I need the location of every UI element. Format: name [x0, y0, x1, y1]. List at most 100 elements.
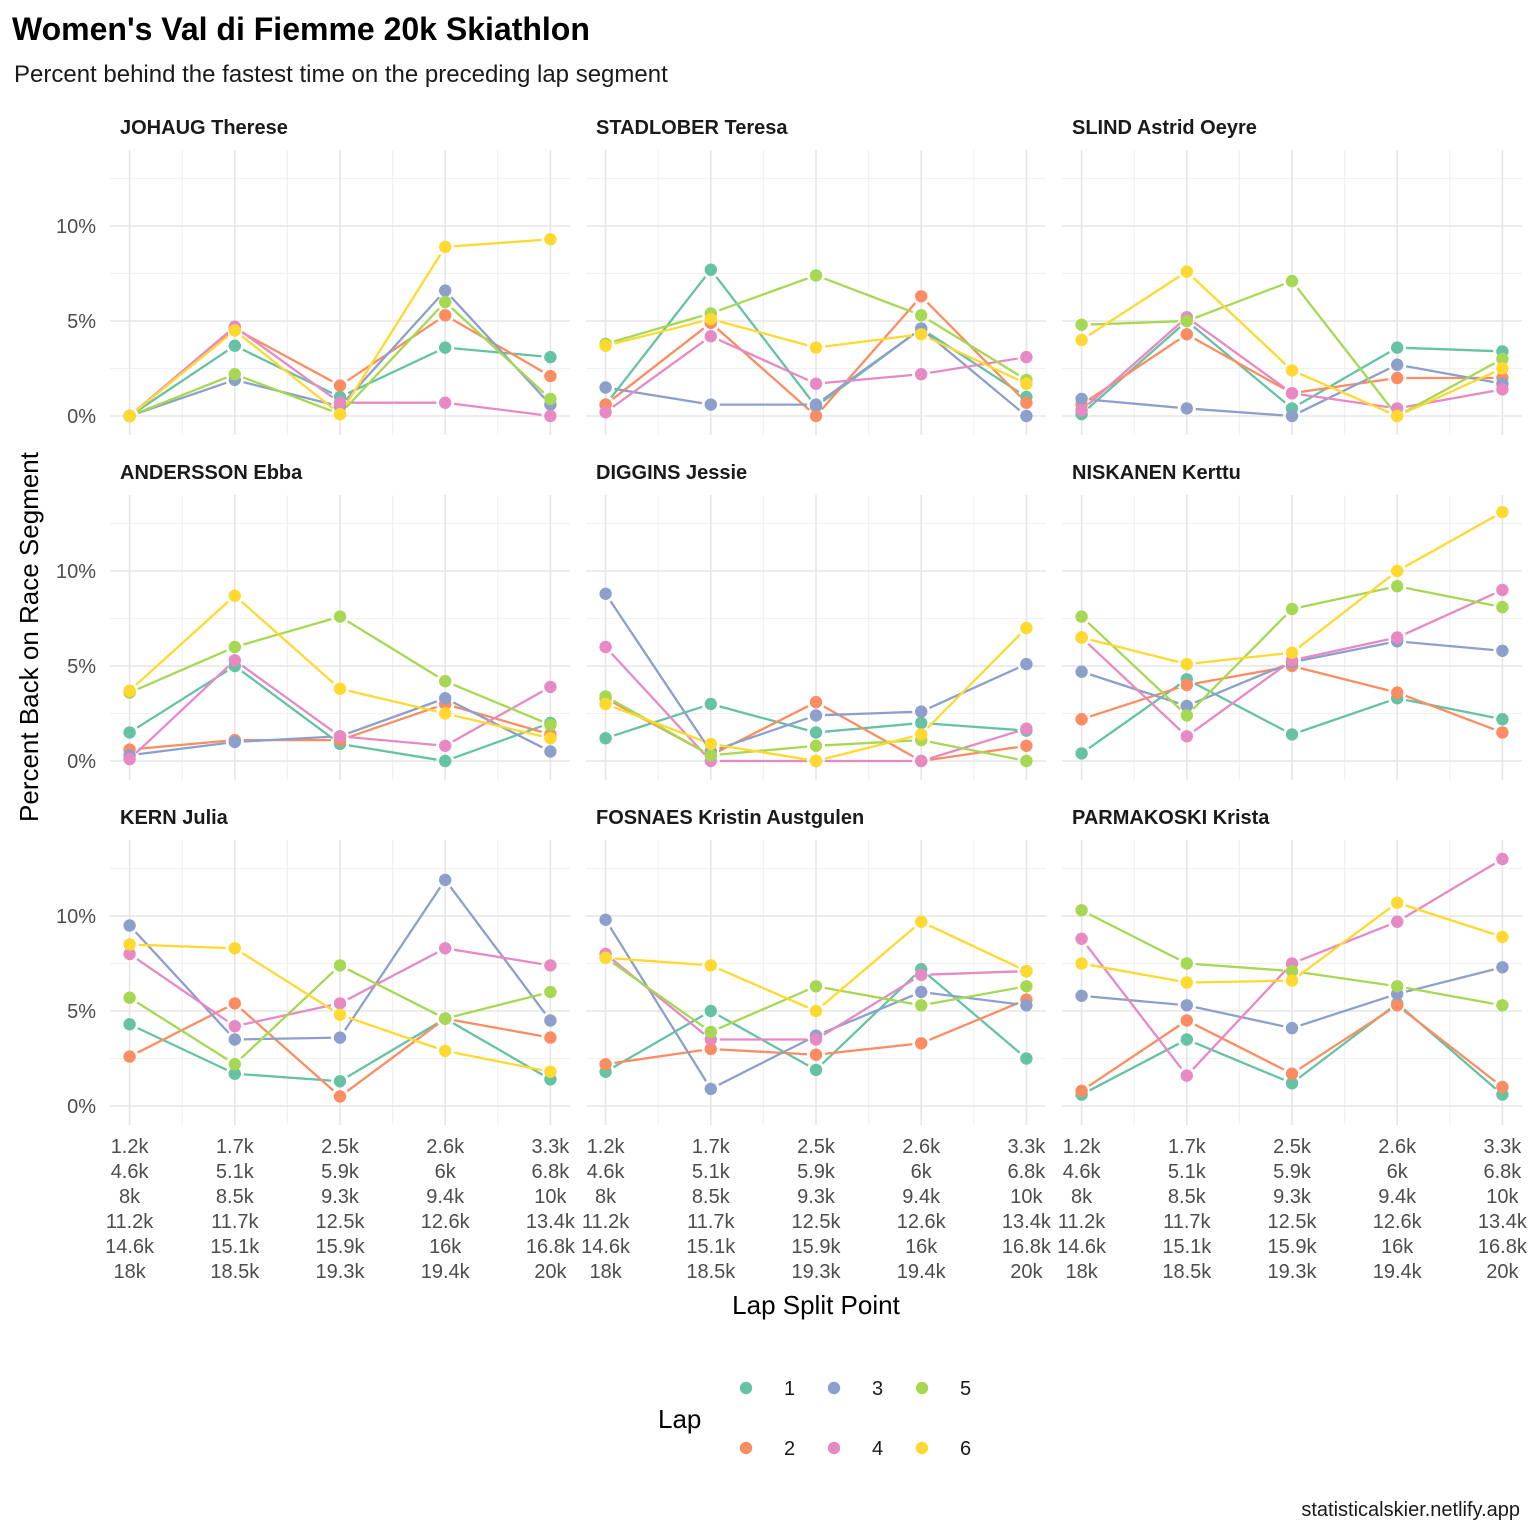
- series-line-segment: [929, 745, 1018, 761]
- data-point: [915, 754, 928, 768]
- series-line-segment: [824, 722, 913, 733]
- x-tick-label-line: 12.5k: [316, 1211, 366, 1233]
- data-point: [1391, 358, 1404, 371]
- legend-key: [827, 1441, 841, 1455]
- x-tick-label-line: 1.2k: [111, 1136, 150, 1158]
- data-point: [333, 407, 347, 421]
- x-tick-label-line: 19.3k: [1268, 1261, 1318, 1283]
- series-line-segment: [1194, 1023, 1285, 1071]
- data-point: [1075, 631, 1088, 644]
- series-line-segment: [1300, 700, 1390, 733]
- data-point: [544, 680, 557, 694]
- data-point: [333, 610, 347, 623]
- series-line-segment: [928, 332, 1020, 394]
- series-line-segment: [243, 1073, 332, 1082]
- series-line-segment: [1405, 904, 1495, 936]
- x-tick-label-line: 5.9k: [797, 1161, 836, 1183]
- data-point: [123, 947, 136, 961]
- data-point: [123, 991, 136, 1004]
- series-line-segment: [348, 705, 438, 739]
- data-point: [544, 369, 557, 383]
- series-line-segment: [822, 926, 916, 1007]
- series-line-segment: [137, 376, 227, 414]
- x-tick-label-line: 18.5k: [210, 1261, 260, 1283]
- x-tick-label-line: 14.6k: [1057, 1236, 1107, 1258]
- series-line-segment: [1405, 586, 1494, 607]
- x-tick-label: 2.6k 6k 9.4k 12.6k 16k 19.4k: [1373, 1136, 1423, 1283]
- y-tick-label: 5%: [67, 656, 96, 678]
- series-line-segment: [930, 722, 1018, 732]
- series-line-segment: [137, 381, 227, 415]
- series-line-segment: [1300, 638, 1389, 660]
- series-line-segment: [1192, 276, 1287, 366]
- data-point: [1180, 699, 1193, 713]
- series-line-segment: [1300, 995, 1389, 1027]
- series-line-segment: [138, 741, 227, 756]
- series-line-segment: [609, 926, 708, 1082]
- series-line-segment: [1192, 614, 1287, 710]
- x-tick-label-line: 5.1k: [692, 1161, 731, 1183]
- data-point: [809, 1033, 823, 1046]
- x-tick-label-line: 11.2k: [582, 1211, 630, 1233]
- legend-item: 3: [827, 1378, 883, 1400]
- data-point: [1180, 314, 1193, 328]
- data-point: [1496, 999, 1509, 1012]
- series-line-segment: [1192, 969, 1287, 1070]
- y-tick-label: 0%: [67, 751, 96, 773]
- data-point: [704, 263, 717, 276]
- series-line-segment: [929, 357, 1018, 374]
- data-point: [439, 675, 452, 688]
- series-line-segment: [453, 402, 542, 417]
- series-line-segment: [1087, 326, 1181, 409]
- x-tick-label-line: 10k: [1486, 1186, 1519, 1208]
- legend-label: 6: [960, 1438, 971, 1460]
- facet-panel: JOHAUG Therese 0% 5% 10%: [56, 117, 570, 435]
- facet-panel: FOSNAES Kristin Austgulen 1.2k 4.6k 8k 11.2k…: [581, 807, 1052, 1283]
- series-line-segment: [451, 307, 545, 394]
- data-point: [439, 692, 452, 705]
- series-line-segment: [346, 319, 439, 382]
- data-point: [439, 754, 452, 768]
- data-point: [439, 396, 452, 409]
- data-point: [123, 1018, 136, 1031]
- x-tick-label-line: 10k: [1010, 1186, 1043, 1208]
- x-tick-label-line: 9.3k: [321, 1186, 360, 1208]
- series-line-segment: [929, 730, 1019, 760]
- data-point: [439, 295, 452, 309]
- x-tick-label-line: 10k: [534, 1186, 567, 1208]
- data-point: [599, 587, 612, 600]
- data-point: [544, 1031, 557, 1044]
- series-line-segment: [134, 931, 230, 1034]
- data-point: [1020, 754, 1033, 768]
- data-point: [439, 739, 452, 752]
- data-point: [439, 1012, 452, 1025]
- facet-strip-label: FOSNAES Kristin Austgulen: [596, 807, 864, 829]
- series-line-segment: [824, 710, 913, 717]
- facet-panel: STADLOBER Teresa: [586, 117, 1046, 435]
- data-point: [1285, 1021, 1299, 1035]
- x-tick-label-line: 11.7k: [687, 1211, 735, 1233]
- x-tick-label-line: 19.4k: [1373, 1261, 1423, 1283]
- series-line-segment: [719, 744, 808, 761]
- x-tick-label-line: 19.4k: [421, 1261, 471, 1283]
- chart-title: Women's Val di Fiemme 20k Skiathlon: [12, 11, 590, 47]
- x-tick-label-line: 18k: [113, 1261, 146, 1283]
- series-line-segment: [1089, 913, 1180, 961]
- x-tick-label: 2.6k 6k 9.4k 12.6k 16k 19.4k: [897, 1136, 947, 1283]
- data-point: [439, 873, 452, 887]
- x-tick-label-line: 12.5k: [792, 1211, 842, 1233]
- data-point: [123, 919, 136, 932]
- x-tick-label: 1.2k 4.6k 8k 11.2k 14.6k 18k: [581, 1136, 631, 1283]
- series-line-segment: [135, 665, 230, 754]
- data-point: [1496, 1080, 1509, 1094]
- data-point: [1020, 396, 1033, 409]
- data-point: [1285, 964, 1299, 978]
- series-line-segment: [1193, 321, 1286, 389]
- x-tick-label-line: 1.7k: [1168, 1136, 1207, 1158]
- series-line-segment: [610, 652, 706, 756]
- data-point: [915, 309, 928, 322]
- data-point: [915, 716, 928, 730]
- data-point: [809, 398, 823, 411]
- series-line-segment: [348, 1016, 438, 1050]
- series-line-segment: [718, 988, 809, 1030]
